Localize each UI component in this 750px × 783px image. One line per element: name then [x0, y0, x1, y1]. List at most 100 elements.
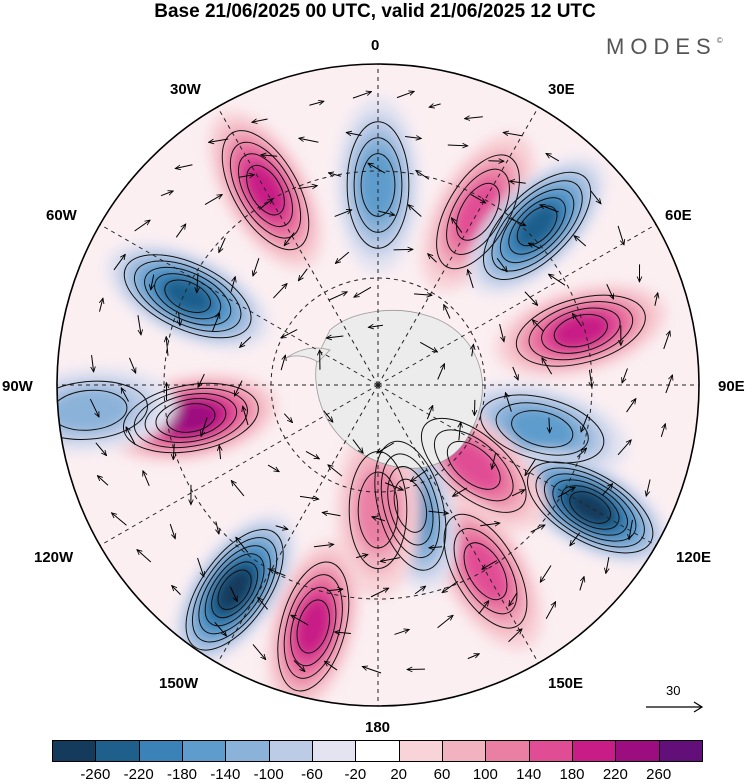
wind-arrow [428, 511, 449, 513]
wind-arrow [545, 602, 555, 620]
wind-arrow [663, 331, 670, 350]
wind-arrow [322, 512, 341, 517]
colorbar-ticks: -260 -220 -180 -140 -100 -60 -20 20 60 100 140 180 2… [52, 766, 702, 783]
contour-line [198, 545, 271, 635]
contour-line [433, 429, 514, 502]
colorbar-tick-label: -180 [166, 766, 198, 783]
wind-arrow [429, 547, 443, 548]
anomaly-contour-fill [295, 596, 332, 656]
contour-line [516, 205, 558, 247]
anomaly-contour-fill [216, 567, 254, 612]
colorbar-tick-label: -20 [344, 766, 367, 783]
wind-arrow [160, 191, 173, 197]
wind-arrow [234, 380, 243, 396]
colorbar-tick-label: 100 [472, 766, 498, 783]
wind-arrow [328, 173, 341, 176]
wind-arrow [284, 232, 295, 246]
wind-arrow [113, 254, 125, 271]
colorbar-segment [268, 740, 313, 762]
wind-arrow [416, 170, 430, 180]
lon-label-30e: 30E [548, 81, 575, 98]
wind-arrow [299, 138, 319, 143]
wind-arrow [352, 92, 372, 99]
wind-arrow [470, 193, 486, 203]
wind-arrow [219, 445, 220, 460]
wind-arrow [151, 274, 154, 290]
wind-arrow [252, 119, 268, 122]
wind-arrow [179, 312, 180, 326]
contour-line [133, 387, 248, 449]
wind-arrow [166, 337, 168, 356]
wind-arrow [508, 629, 523, 643]
wind-arrow [137, 550, 152, 563]
colorbar-tick-label: 220 [602, 766, 628, 783]
wind-arrow [335, 632, 351, 634]
contour-line [155, 398, 227, 438]
wind-arrow [459, 422, 461, 441]
reference-arrow-icon [646, 701, 704, 713]
wind-arrow [97, 476, 109, 486]
contour-line [495, 402, 589, 456]
lon-label-90e: 90E [718, 378, 745, 395]
wind-arrow [443, 305, 451, 319]
wind-arrow [429, 104, 441, 107]
contour-line [463, 542, 508, 601]
wind-arrow [503, 132, 523, 137]
colorbar-segment [355, 740, 400, 762]
wind-arrow [453, 487, 468, 496]
contour-line [456, 182, 500, 241]
wind-arrow [617, 440, 631, 456]
contour-line [238, 153, 293, 227]
wind-arrow [368, 325, 383, 327]
colorbar-segment [658, 740, 703, 762]
map-border [56, 63, 700, 707]
wind-arrow [92, 354, 94, 372]
wind-arrow [419, 341, 437, 352]
contour-line [453, 528, 518, 615]
contour-line [360, 153, 396, 217]
wind-arrow [173, 443, 174, 460]
colorbar-tick-label: 60 [433, 766, 451, 783]
wind-arrow [606, 557, 609, 573]
wind-arrow [299, 496, 319, 499]
wind-arrow [121, 388, 129, 402]
wind-arrow [346, 133, 362, 136]
lon-label-120e: 120E [676, 549, 712, 566]
wind-arrow [280, 355, 285, 371]
wind-arrow [525, 458, 536, 475]
wind-arrow [408, 205, 422, 217]
lon-label-60e: 60E [665, 207, 692, 224]
wind-arrow [100, 298, 103, 312]
wind-arrow [557, 487, 575, 498]
contour-line [346, 121, 410, 249]
contour-line [246, 164, 285, 216]
contour-line [211, 561, 259, 619]
wind-arrow [229, 586, 238, 602]
wind-arrow [660, 424, 665, 437]
lon-label-0: 0 [371, 37, 380, 54]
wind-arrow [243, 406, 249, 426]
anomaly-contour-fill [57, 388, 132, 433]
wind-arrow [472, 344, 474, 357]
contour-line [57, 380, 148, 440]
contour-line [393, 478, 428, 533]
wind-arrow [298, 186, 317, 189]
contour-line [535, 467, 645, 548]
wind-arrow [414, 586, 425, 595]
wind-arrow [447, 145, 468, 146]
contour-line [515, 294, 646, 367]
wind-arrow [480, 523, 500, 526]
wind-arrow [209, 138, 229, 142]
contour-line [133, 260, 242, 332]
contour-line [221, 130, 310, 251]
wind-arrow [175, 164, 193, 169]
wind-arrow [269, 569, 286, 577]
lon-label-120w: 120W [34, 549, 74, 566]
wind-arrow [175, 224, 186, 238]
wind-arrow [137, 315, 141, 335]
wind-arrow [574, 236, 587, 247]
wind-arrow [665, 375, 673, 394]
wind-arrow [201, 417, 208, 437]
wind-arrow [465, 117, 483, 119]
wind-arrow [275, 526, 288, 530]
